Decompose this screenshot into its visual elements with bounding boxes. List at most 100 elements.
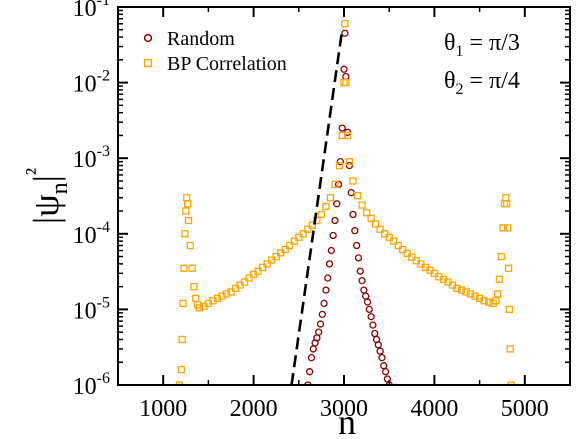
bp-correlation-point [183, 194, 191, 202]
x-tick-label: 5000 [501, 396, 549, 422]
bp-correlation-point [500, 200, 509, 208]
random-point [362, 292, 370, 300]
bp-correlation-point [504, 264, 513, 272]
bp-correlation-point [494, 290, 502, 298]
y-tick-label: 10-2 [73, 68, 110, 98]
bp-correlation-point [213, 294, 222, 303]
bp-correlation-point [497, 252, 505, 261]
x-tick-label: 4000 [410, 396, 458, 422]
x-tick-label: 3000 [320, 396, 368, 422]
bp-correlation-point [175, 381, 184, 385]
bp-correlation-point [317, 210, 326, 219]
bp-correlation-point [362, 209, 371, 217]
bp-correlation-point [343, 131, 352, 140]
y-axis-label-text: |ψn|² [22, 168, 73, 224]
theta-value: = π/4 [464, 68, 520, 94]
random-point [381, 368, 390, 376]
bp-correlation-point [308, 221, 317, 229]
random-point [374, 341, 383, 349]
random-point [342, 72, 350, 81]
y-label-superscript: ² [22, 168, 48, 175]
bp-correlation-point [263, 260, 271, 268]
random-point [358, 277, 366, 285]
bp-correlation-point [272, 252, 280, 261]
bp-correlation-point [358, 201, 366, 209]
random-point [380, 362, 388, 370]
random-point [354, 254, 363, 262]
bp-correlation-point [254, 267, 262, 275]
bp-correlation-point [281, 245, 289, 254]
bp-correlation-point [462, 288, 470, 296]
bp-correlation-point [218, 292, 226, 300]
bp-correlation-point [326, 194, 335, 202]
bp-correlation-point [181, 230, 189, 238]
random-point [365, 305, 373, 314]
bp-correlation-point [403, 249, 411, 258]
random-point [347, 189, 355, 197]
annotations: θ1 = π/3θ2 = π/4 [444, 30, 520, 98]
bp-correlation-point [178, 335, 186, 344]
random-point [363, 298, 372, 306]
random-point [336, 158, 345, 166]
random-point [316, 320, 325, 328]
random-point [329, 231, 337, 240]
bp-correlation-point [505, 305, 514, 314]
legend: Random BP Correlation [143, 28, 287, 75]
bp-correlation-point [399, 245, 407, 254]
series-guide-line [290, 29, 344, 385]
y-tick-exponent: -6 [97, 370, 110, 387]
random-point [322, 286, 330, 294]
random-point [307, 354, 316, 362]
bp-correlation-point [507, 381, 515, 385]
bp-correlation-point [335, 161, 344, 170]
random-point [378, 354, 386, 362]
y-tick-label: 10-4 [73, 219, 110, 249]
random-point [340, 65, 348, 73]
bp-correlation-point [190, 282, 198, 291]
theta-value: = π/3 [464, 30, 520, 56]
bp-correlation-point [227, 288, 235, 296]
y-tick-label: 10-6 [73, 370, 110, 400]
random-point [351, 227, 359, 235]
random-point [360, 286, 368, 294]
legend-label: Random [167, 28, 235, 50]
legend-marker-bp [143, 58, 153, 68]
bp-correlation-point [290, 237, 298, 245]
bp-correlation-point [342, 78, 350, 87]
bp-correlation-point [503, 224, 512, 232]
y-label-close: | [26, 175, 66, 182]
bp-correlation-point [322, 202, 330, 211]
random-point [356, 267, 364, 275]
axes: 1000 2000 3000 4000 5000 10-6 10-5 10-4 10-3 10-2… [22, 0, 571, 439]
legend-label: BP Correlation [167, 53, 287, 75]
bp-correlation-point [299, 230, 307, 238]
bp-correlation-point [349, 177, 357, 185]
bp-correlation-point [502, 194, 510, 202]
y-axis-label: |ψn|² [22, 168, 73, 224]
random-point [304, 381, 312, 385]
random-point [369, 321, 377, 329]
bp-correlation-point [188, 264, 196, 272]
bp-correlation-point [367, 214, 375, 223]
bp-correlation-point [195, 304, 204, 312]
bp-correlation-point [353, 191, 362, 200]
series-bp-correlation [175, 20, 515, 385]
bp-correlation-point [471, 292, 479, 300]
bp-correlation-point [503, 200, 511, 208]
bp-correlation-point [183, 200, 192, 208]
random-point [331, 216, 339, 225]
random-point [345, 161, 354, 170]
theta-annotation: θ2 = π/4 [444, 68, 520, 98]
x-tick-label: 2000 [230, 396, 278, 422]
bp-correlation-point [495, 275, 504, 283]
y-tick-exponent: -2 [97, 68, 110, 85]
dashed-guide-line [290, 29, 344, 385]
random-point [318, 310, 326, 319]
random-point [376, 347, 384, 355]
random-point [324, 274, 332, 282]
random-point [325, 260, 334, 268]
x-tick-label: 1000 [139, 396, 187, 422]
bp-correlation-point [192, 294, 200, 303]
bp-correlation-point [492, 297, 500, 305]
random-point [371, 329, 379, 338]
